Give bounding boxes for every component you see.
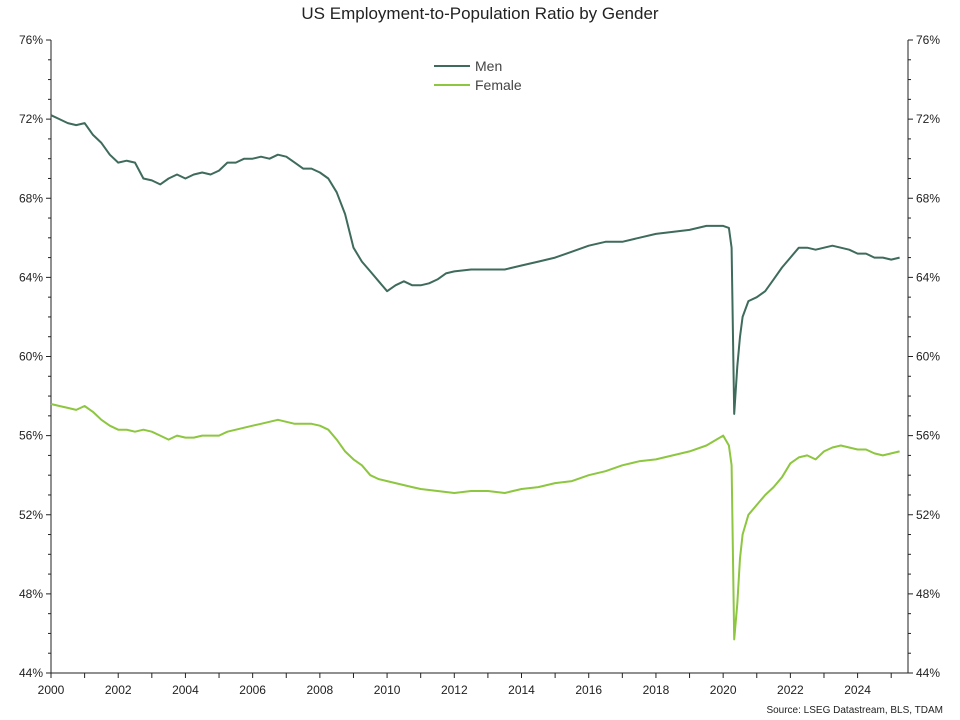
legend-label-men: Men: [475, 58, 502, 74]
x-tick-label: 2008: [307, 683, 334, 697]
y-tick-label-left: 48%: [19, 587, 43, 601]
y-tick-label-right: 76%: [916, 33, 940, 47]
x-tick-label: 2000: [38, 683, 65, 697]
y-tick-label-left: 44%: [19, 666, 43, 680]
x-tick-label: 2002: [105, 683, 132, 697]
y-tick-label-right: 64%: [916, 270, 940, 284]
x-tick-label: 2016: [575, 683, 602, 697]
legend-label-female: Female: [475, 77, 522, 93]
y-tick-label-right: 68%: [916, 191, 940, 205]
y-tick-label-right: 48%: [916, 587, 940, 601]
y-tick-label-right: 72%: [916, 112, 940, 126]
x-tick-label: 2024: [844, 683, 871, 697]
x-tick-label: 2010: [374, 683, 401, 697]
x-tick-label: 2004: [172, 683, 199, 697]
x-tick-label: 2014: [508, 683, 535, 697]
y-tick-label-left: 52%: [19, 508, 43, 522]
x-tick-label: 2022: [777, 683, 804, 697]
x-tick-label: 2020: [710, 683, 737, 697]
y-tick-label-left: 76%: [19, 33, 43, 47]
y-tick-label-left: 60%: [19, 350, 43, 364]
x-tick-label: 2006: [239, 683, 266, 697]
series-line-female: [50, 403, 900, 641]
series-line-men: [50, 114, 900, 415]
y-tick-label-right: 56%: [916, 429, 940, 443]
x-tick-label: 2018: [643, 683, 670, 697]
source-note: Source: LSEG Datastream, BLS, TDAM: [766, 705, 943, 716]
y-tick-label-left: 68%: [19, 191, 43, 205]
x-tick-label: 2012: [441, 683, 468, 697]
y-tick-label-right: 44%: [916, 666, 940, 680]
y-tick-label-left: 64%: [19, 270, 43, 284]
chart-title: US Employment-to-Population Ratio by Gen…: [301, 4, 659, 23]
y-tick-label-right: 60%: [916, 350, 940, 364]
y-tick-label-left: 72%: [19, 112, 43, 126]
y-tick-label-right: 52%: [916, 508, 940, 522]
y-tick-label-left: 56%: [19, 429, 43, 443]
